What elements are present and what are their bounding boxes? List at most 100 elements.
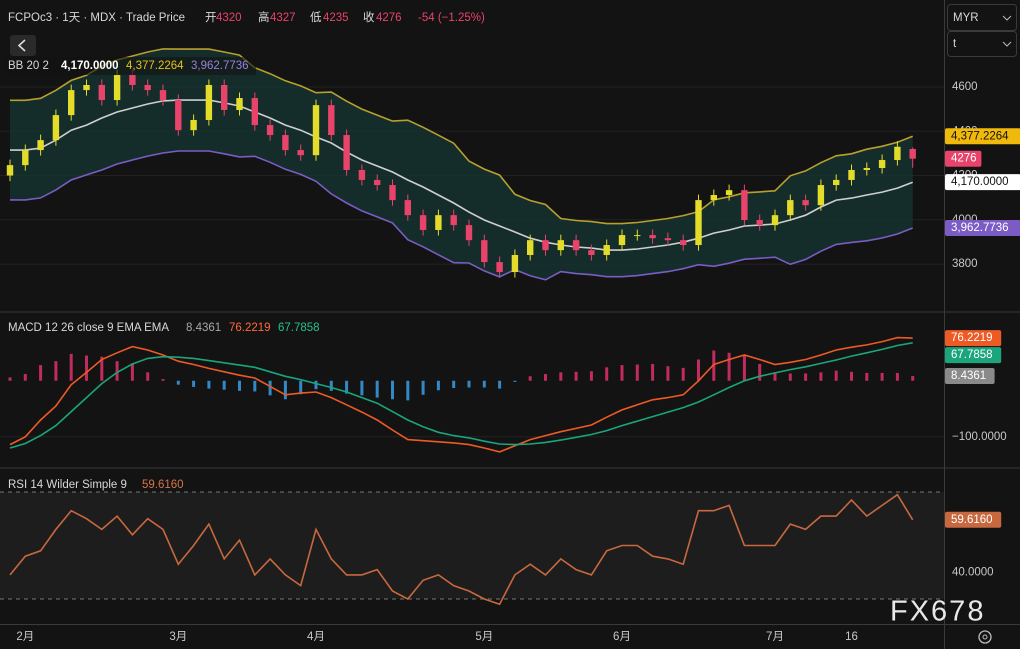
watermark: FX678 bbox=[890, 596, 985, 628]
button-bg[interactable] bbox=[10, 35, 36, 56]
settings-button[interactable] bbox=[978, 630, 992, 644]
band-line bbox=[10, 150, 913, 281]
histogram-bar bbox=[161, 379, 165, 381]
candle-body bbox=[588, 250, 595, 255]
histogram-bar bbox=[23, 374, 27, 381]
histogram-bar bbox=[238, 380, 241, 391]
histogram-bar bbox=[727, 352, 731, 381]
chevron-icon[interactable] bbox=[1002, 15, 1012, 21]
select-box[interactable] bbox=[947, 4, 1017, 31]
candle-body bbox=[236, 98, 243, 111]
candle-body bbox=[113, 75, 121, 101]
candle-body bbox=[649, 235, 656, 239]
unit[interactable]: t bbox=[953, 38, 957, 50]
histogram-bar bbox=[834, 370, 838, 381]
histogram-bar bbox=[375, 380, 379, 398]
histogram-bar bbox=[329, 380, 333, 391]
price-badge-label: 3,962.7736 bbox=[951, 222, 1009, 234]
price-badge-label: 4276 bbox=[951, 153, 977, 165]
candle-body bbox=[450, 215, 457, 226]
overlay: FCPOc3 · 1天 · MDX · Trade Price 开 4320 高… bbox=[4, 4, 1017, 644]
histogram-bar bbox=[895, 372, 899, 381]
histogram-bar bbox=[452, 380, 456, 389]
candle-body bbox=[83, 84, 90, 91]
chevron-icon[interactable] bbox=[17, 39, 26, 52]
histogram-bar bbox=[8, 377, 12, 381]
currency[interactable]: MYR bbox=[953, 12, 979, 24]
candle-body bbox=[771, 215, 779, 226]
histogram-bar bbox=[39, 365, 43, 381]
candle-body bbox=[221, 84, 228, 111]
candle-body bbox=[435, 215, 442, 230]
symbol: FCPOc3 · 1天 · MDX · Trade Price bbox=[8, 12, 185, 24]
histogram-bar bbox=[773, 372, 777, 381]
histogram-bar bbox=[528, 376, 532, 381]
candle-body bbox=[374, 179, 381, 186]
price-badge bbox=[945, 368, 995, 385]
histogram-bar bbox=[482, 380, 486, 388]
x-tick-label: 7月 bbox=[766, 631, 784, 643]
histogram-bar bbox=[391, 380, 394, 400]
price-badge-label: 67.7858 bbox=[951, 349, 993, 361]
candle-body bbox=[68, 90, 75, 116]
indicator-line bbox=[9, 342, 913, 449]
candle-body bbox=[848, 169, 855, 180]
candle-body bbox=[833, 179, 840, 186]
unit-select[interactable]: t bbox=[947, 31, 1017, 57]
price-badge-label: 8.4361 bbox=[951, 370, 986, 382]
select-box[interactable] bbox=[947, 31, 1017, 57]
x-tick-label: 5月 bbox=[475, 631, 493, 643]
candle-body bbox=[664, 238, 672, 241]
price-badge-label: 4,377.2264 bbox=[951, 130, 1009, 142]
candle-body bbox=[251, 98, 258, 126]
histogram-bar bbox=[605, 367, 609, 381]
settings-icon[interactable] bbox=[978, 630, 992, 644]
histogram-bar bbox=[268, 380, 272, 396]
candle-body bbox=[527, 240, 534, 255]
histogram-bar bbox=[467, 380, 471, 388]
price-badge-label: 4,170.0000 bbox=[951, 176, 1009, 188]
candle-body bbox=[144, 84, 151, 91]
legend-value: 4,170.0000 bbox=[61, 60, 119, 72]
candle-body bbox=[695, 200, 702, 246]
plot: 2月 3月 4月 5月 6月 7月 16 bbox=[0, 48, 944, 643]
legend-value: 8.4361 bbox=[186, 322, 221, 334]
candle-body bbox=[741, 190, 748, 221]
histogram-bar bbox=[589, 371, 593, 381]
histogram-bar bbox=[314, 380, 318, 390]
chevron-icon[interactable] bbox=[1002, 41, 1012, 47]
y-tick-label: 3800 bbox=[952, 258, 978, 270]
band-area bbox=[10, 48, 913, 280]
candle-body bbox=[312, 105, 320, 156]
candle-body bbox=[98, 84, 105, 101]
settings-icon[interactable] bbox=[982, 634, 988, 640]
indicator-title: BB 20 2 bbox=[8, 60, 49, 72]
candle-body bbox=[6, 165, 14, 176]
candle-body bbox=[802, 200, 809, 206]
histogram-bar bbox=[804, 373, 808, 381]
candle-body bbox=[37, 140, 44, 151]
currency-select[interactable]: MYR bbox=[947, 4, 1017, 31]
candle-body bbox=[175, 100, 182, 131]
indicator-title: RSI 14 Wilder Simple 9 bbox=[8, 479, 127, 491]
candle-body bbox=[190, 119, 197, 131]
price-badge bbox=[945, 511, 1002, 528]
ohlc-value: 4276 bbox=[376, 12, 402, 24]
histogram-bar bbox=[788, 373, 792, 381]
candle-body bbox=[282, 135, 289, 151]
price-badge bbox=[945, 174, 1020, 191]
histogram-bar bbox=[436, 380, 440, 391]
histogram-bar bbox=[146, 372, 150, 381]
back-button[interactable] bbox=[10, 35, 36, 56]
indicator-title: MACD 12 26 close 9 EMA EMA bbox=[8, 322, 169, 334]
x-tick-label: 2月 bbox=[16, 631, 34, 643]
candle-body bbox=[572, 240, 580, 251]
candle-body bbox=[603, 245, 610, 255]
candle-body bbox=[129, 75, 136, 85]
histogram-bar bbox=[850, 371, 853, 381]
histogram-bar bbox=[253, 380, 257, 392]
candle-body bbox=[52, 115, 60, 141]
candle-body bbox=[787, 200, 794, 216]
